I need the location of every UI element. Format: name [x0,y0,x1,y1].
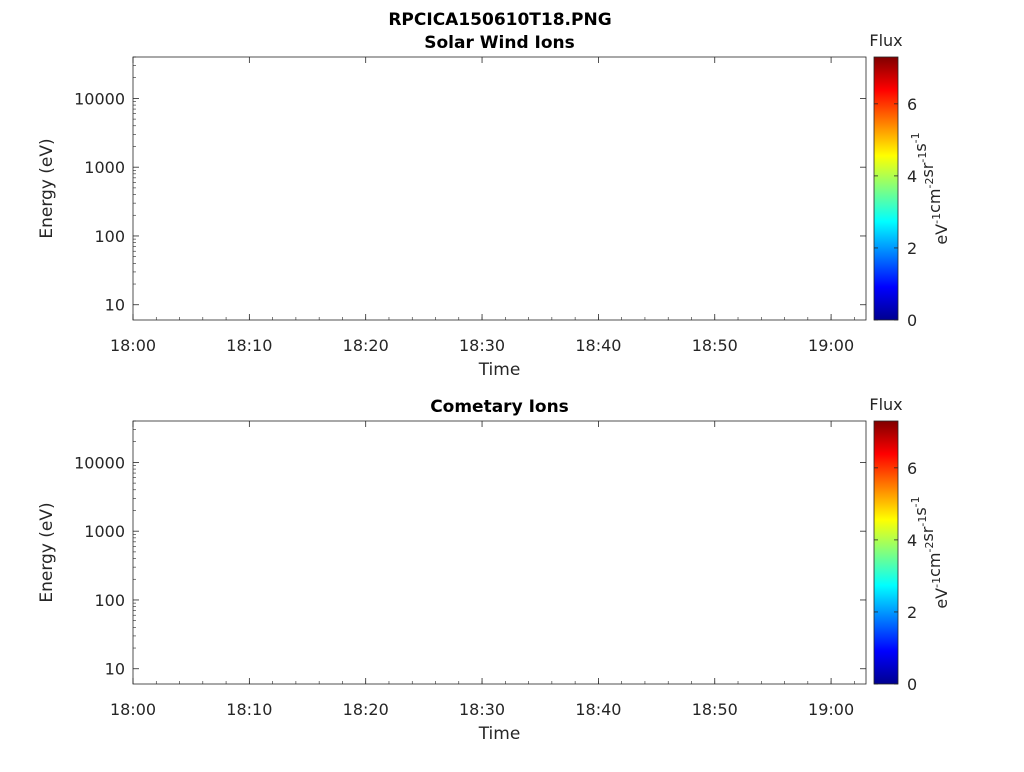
colorbar-tick-label: 0 [907,675,917,694]
x-tick-label: 18:50 [692,700,738,719]
plot-frame [132,420,867,685]
colorbar-unit-label: eV-1cm-2sr-1s-1 [909,132,951,244]
x-tick-label: 18:40 [575,700,621,719]
colorbar-title: Flux [869,395,902,414]
colorbar: 0 2 4 6 Flux eV-1cm-2sr-1s-1 [869,395,951,694]
colorbar-gradient [874,421,898,684]
x-tick-label: 18:20 [343,700,389,719]
y-tick-label: 1000 [84,158,125,177]
x-tick-label: 19:00 [808,700,854,719]
x-tick-label: 18:50 [692,336,738,355]
y-tick-label: 10000 [74,89,125,108]
y-tick-label: 100 [94,227,125,246]
colorbar-tick-label: 6 [907,95,917,114]
x-tick-label: 18:30 [459,336,505,355]
colorbar-tick-label: 0 [907,311,917,330]
x-tick-label: 18:20 [343,336,389,355]
x-tick-label: 18:00 [110,336,156,355]
x-tick-label: 18:40 [575,336,621,355]
colorbar-tick-label: 2 [907,603,917,622]
plot-frame [132,56,867,321]
colorbar-tick-label: 4 [907,167,917,186]
x-tick-label: 19:00 [808,336,854,355]
y-axis-label: Energy (eV) [37,138,57,238]
y-tick-label: 10 [105,660,125,679]
x-axis-label: Time [478,360,521,380]
y-tick-label: 1000 [84,522,125,541]
panel-solar-wind-ions: Solar Wind Ions 18:00 18:10 18:20 18:30 18:40… [37,31,951,380]
colorbar-tick-label: 6 [907,459,917,478]
colorbar-tick-label: 2 [907,239,917,258]
panel-title: Cometary Ions [430,397,569,417]
colorbar-unit-label: eV-1cm-2sr-1s-1 [909,496,951,608]
colorbar-frame [873,56,899,321]
figure-title: RPCICA150610T18.PNG [388,10,611,30]
x-axis-label: Time [478,724,521,744]
colorbar-tick-label: 4 [907,531,917,550]
colorbar-frame [873,420,899,685]
y-tick-label: 10 [105,296,125,315]
y-tick-label: 10000 [74,453,125,472]
colorbar-gradient [874,57,898,320]
colorbar-title: Flux [869,31,902,50]
x-tick-label: 18:30 [459,700,505,719]
x-tick-label: 18:00 [110,700,156,719]
panel-cometary-ions: Cometary Ions 18:00 18:10 18:20 18:30 18:40 18… [37,395,951,744]
x-tick-label: 18:10 [226,700,272,719]
y-axis-label: Energy (eV) [37,502,57,602]
colorbar: 0 2 4 6 Flux eV-1cm-2sr-1s-1 [869,31,951,330]
panel-title: Solar Wind Ions [424,33,575,53]
x-tick-label: 18:10 [226,336,272,355]
y-tick-label: 100 [94,591,125,610]
